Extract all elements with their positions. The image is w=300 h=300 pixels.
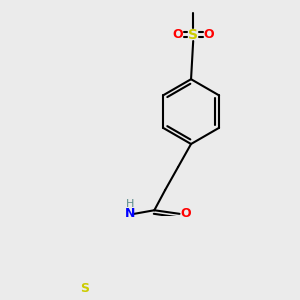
Text: O: O bbox=[204, 28, 214, 41]
Text: S: S bbox=[80, 282, 89, 295]
Text: H: H bbox=[126, 199, 135, 209]
Text: O: O bbox=[172, 28, 183, 41]
Text: S: S bbox=[188, 28, 198, 42]
Text: N: N bbox=[125, 207, 136, 220]
Text: O: O bbox=[180, 207, 190, 220]
